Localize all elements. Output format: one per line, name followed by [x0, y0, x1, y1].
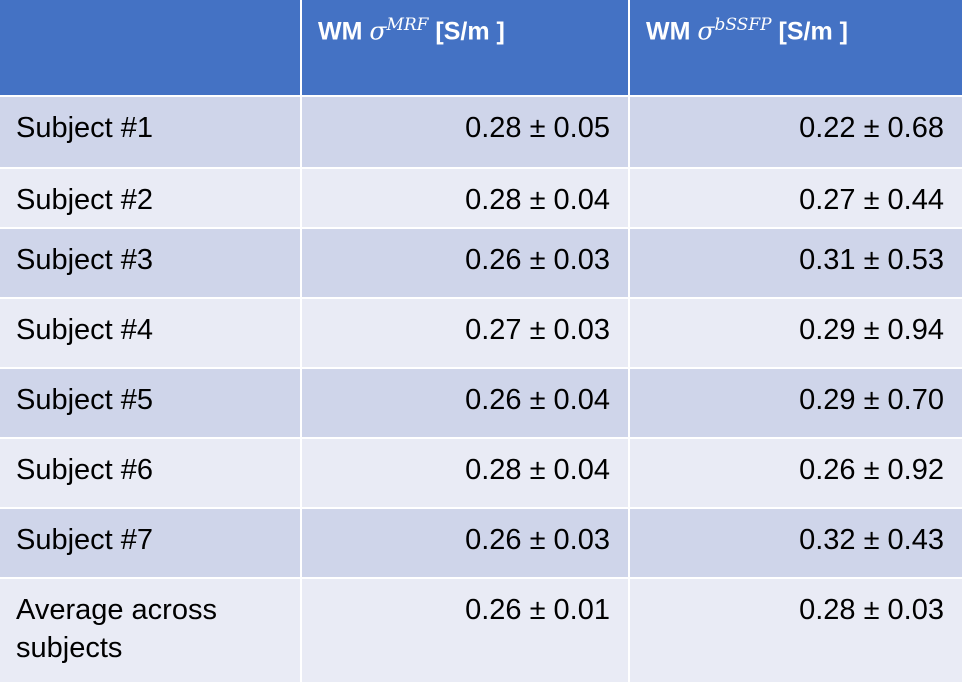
value-cell: 0.27 ± 0.03 — [302, 299, 628, 367]
value-cell: 0.27 ± 0.44 — [630, 169, 962, 227]
row-label: Subject #4 — [0, 299, 300, 367]
row-label: Subject #2 — [0, 169, 300, 227]
header-unit: [S/m ] — [435, 17, 505, 46]
header-superscript: MRF — [386, 15, 429, 35]
value-cell: 0.28 ± 0.04 — [302, 169, 628, 227]
header-cell: WM σMRF [S/m ] — [302, 0, 628, 95]
row-label: Subject #7 — [0, 509, 300, 577]
value-cell: 0.28 ± 0.04 — [302, 439, 628, 507]
row-label: Subject #5 — [0, 369, 300, 437]
row-label: Subject #3 — [0, 229, 300, 297]
header-symbol: σ — [697, 16, 715, 46]
header-unit: [S/m ] — [778, 17, 848, 46]
header-cell: WM σbSSFP [S/m ] — [630, 0, 962, 95]
value-cell: 0.26 ± 0.92 — [630, 439, 962, 507]
header-blank — [0, 0, 300, 95]
value-cell: 0.32 ± 0.43 — [630, 509, 962, 577]
value-cell: 0.28 ± 0.05 — [302, 97, 628, 167]
value-cell: 0.26 ± 0.03 — [302, 509, 628, 577]
value-cell: 0.22 ± 0.68 — [630, 97, 962, 167]
value-cell: 0.31 ± 0.53 — [630, 229, 962, 297]
row-label: Subject #1 — [0, 97, 300, 167]
value-cell: 0.26 ± 0.01 — [302, 579, 628, 682]
row-label: Subject #6 — [0, 439, 300, 507]
header-superscript: bSSFP — [714, 15, 772, 35]
header-prefix: WM — [646, 17, 691, 46]
value-cell: 0.28 ± 0.03 — [630, 579, 962, 682]
row-label: Average across subjects — [0, 579, 300, 682]
header-symbol: σ — [369, 16, 387, 46]
header-prefix: WM — [318, 17, 363, 46]
data-table: WM σMRF [S/m ] WM σbSSFP [S/m ] Subject #1… — [0, 0, 962, 682]
value-cell: 0.29 ± 0.70 — [630, 369, 962, 437]
value-cell: 0.26 ± 0.03 — [302, 229, 628, 297]
value-cell: 0.29 ± 0.94 — [630, 299, 962, 367]
value-cell: 0.26 ± 0.04 — [302, 369, 628, 437]
